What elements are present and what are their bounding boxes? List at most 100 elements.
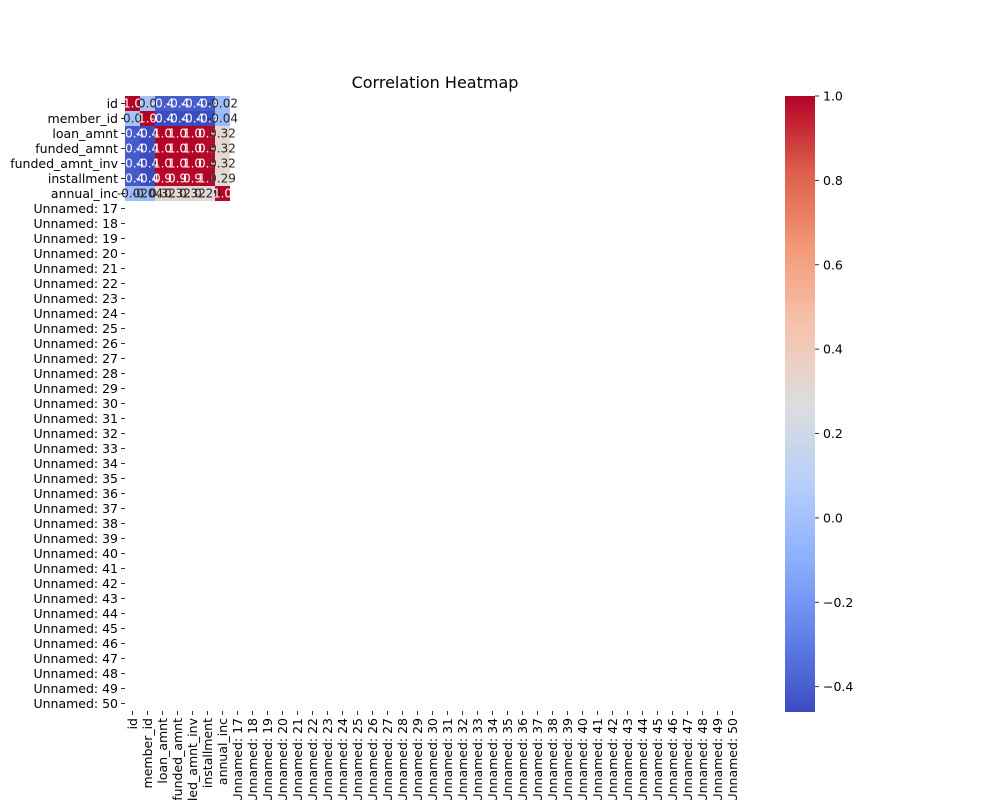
heatmap-cell xyxy=(185,141,200,156)
heatmap-cell xyxy=(200,186,215,201)
heatmap-cell-label: -0.4 xyxy=(166,112,189,126)
row-tick-label: Unnamed: 28 xyxy=(33,366,118,381)
heatmap-cell-label: 1.0 xyxy=(183,157,202,171)
column-tick-label: Unnamed: 48 xyxy=(695,718,710,800)
heatmap-cell xyxy=(215,156,230,171)
heatmap-cell-label: 1.0 xyxy=(168,142,187,156)
column-tick-labels: id member_id loan_amnt funded_amnt funded_am… xyxy=(125,711,740,800)
colorbar-tick-label: 0.6 xyxy=(823,257,843,272)
heatmap-cell xyxy=(215,96,230,111)
heatmap-cell xyxy=(215,111,230,126)
column-tick-label: Unnamed: 31 xyxy=(440,718,455,800)
heatmap-cell-label: 1.0 xyxy=(153,157,172,171)
column-tick-label: loan_amnt xyxy=(155,718,170,784)
heatmap-cell xyxy=(185,96,200,111)
heatmap-cell xyxy=(155,171,170,186)
heatmap-cell-label: -0.02 xyxy=(117,187,148,201)
column-tick-label: Unnamed: 44 xyxy=(635,718,650,800)
heatmap-cell-label: -0.4 xyxy=(121,157,144,171)
row-tick-label: Unnamed: 24 xyxy=(33,306,118,321)
heatmap-cell-label: 1.0 xyxy=(153,142,172,156)
column-tick-label: Unnamed: 25 xyxy=(350,718,365,800)
row-tick-label: Unnamed: 47 xyxy=(33,651,118,666)
heatmap-cell xyxy=(200,156,215,171)
heatmap-cell xyxy=(125,96,140,111)
column-tick-label: Unnamed: 45 xyxy=(650,718,665,800)
column-tick-label: Unnamed: 35 xyxy=(500,718,515,800)
row-tick-label: Unnamed: 27 xyxy=(33,351,118,366)
heatmap-cell-label: 0.9 xyxy=(168,172,187,186)
heatmap-cell xyxy=(215,141,230,156)
row-tick-label: Unnamed: 48 xyxy=(33,666,118,681)
heatmap-cell xyxy=(215,126,230,141)
column-tick-label: Unnamed: 22 xyxy=(305,718,320,800)
heatmap-cell xyxy=(155,126,170,141)
column-tick-label: Unnamed: 21 xyxy=(290,718,305,800)
heatmap-cell xyxy=(125,186,140,201)
row-tick-label: Unnamed: 41 xyxy=(33,561,118,576)
row-tick-label: Unnamed: 21 xyxy=(33,261,118,276)
heatmap-cell-label: 0.29 xyxy=(194,187,221,201)
column-tick-label: installment xyxy=(200,718,215,788)
heatmap-cell-label: -0.04 xyxy=(132,187,163,201)
heatmap-cell-label: -0.4 xyxy=(121,142,144,156)
heatmap-cell-label: 1.0 xyxy=(153,127,172,141)
heatmap-cell-label: -0.4 xyxy=(151,112,174,126)
colorbar-tick-label: 0.2 xyxy=(823,426,843,441)
heatmap-cell xyxy=(215,186,230,201)
heatmap-cell-label: 1.0 xyxy=(123,97,142,111)
row-tick-label: Unnamed: 37 xyxy=(33,501,118,516)
row-tick-label: Unnamed: 26 xyxy=(33,336,118,351)
heatmap-cell-label: 0.9 xyxy=(198,127,217,141)
row-tick-label: Unnamed: 49 xyxy=(33,681,118,696)
row-tick-label: Unnamed: 32 xyxy=(33,426,118,441)
row-tick-label: Unnamed: 38 xyxy=(33,516,118,531)
heatmap-cell-label: -0.4 xyxy=(196,97,219,111)
column-tick-label: Unnamed: 29 xyxy=(410,718,425,800)
heatmap-cells xyxy=(125,96,230,201)
heatmap-cell-label: 0.9 xyxy=(198,157,217,171)
heatmap-cell-label: 0.32 xyxy=(209,127,236,141)
heatmap-cell-label: -0.4 xyxy=(136,157,159,171)
heatmap-cell xyxy=(170,156,185,171)
heatmap-cell-labels: 1.00.0-0.4-0.4-0.4-0.4-0.020.01.0-0.4-0.… xyxy=(117,97,238,201)
heatmap-cell-label: -0.02 xyxy=(207,97,238,111)
row-tick-label: Unnamed: 44 xyxy=(33,606,118,621)
row-tick-label: Unnamed: 19 xyxy=(33,231,118,246)
row-tick-label: funded_amnt_inv xyxy=(10,156,118,171)
heatmap-cell-label: -0.4 xyxy=(121,127,144,141)
row-tick-label: loan_amnt xyxy=(52,126,118,141)
heatmap-cell xyxy=(185,111,200,126)
column-tick-label: id xyxy=(125,718,140,729)
row-tick-label: Unnamed: 40 xyxy=(33,546,118,561)
column-tick-label: Unnamed: 30 xyxy=(425,718,440,800)
column-tick-label: Unnamed: 34 xyxy=(485,718,500,800)
heatmap-cell-label: 1.0 xyxy=(213,187,232,201)
column-tick-label: Unnamed: 27 xyxy=(380,718,395,800)
heatmap-cell xyxy=(200,111,215,126)
colorbar-tick-label: 1.0 xyxy=(823,89,843,104)
heatmap-cell xyxy=(185,171,200,186)
heatmap-cell-label: 0.32 xyxy=(209,142,236,156)
heatmap-cell-label: 1.0 xyxy=(183,127,202,141)
row-tick-label: annual_inc xyxy=(51,186,118,201)
row-tick-label: id xyxy=(107,96,118,111)
column-tick-label: Unnamed: 49 xyxy=(710,718,725,800)
heatmap-cell xyxy=(185,186,200,201)
heatmap-cell xyxy=(170,96,185,111)
heatmap-cell-label: 0.0 xyxy=(123,112,142,126)
heatmap-cell-label: 1.0 xyxy=(198,172,217,186)
heatmap-cell xyxy=(140,156,155,171)
row-tick-label: Unnamed: 50 xyxy=(33,696,118,711)
heatmap-cell-label: 0.32 xyxy=(164,187,191,201)
column-tick-label: Unnamed: 17 xyxy=(230,718,245,800)
heatmap-cell-label: -0.4 xyxy=(136,127,159,141)
column-tick-label: Unnamed: 20 xyxy=(275,718,290,800)
column-tick-label: Unnamed: 37 xyxy=(530,718,545,800)
heatmap-cell-label: -0.4 xyxy=(181,97,204,111)
heatmap-cell-label: 0.29 xyxy=(209,172,236,186)
column-tick-label: member_id xyxy=(140,718,155,788)
heatmap-cell-label: -0.4 xyxy=(196,112,219,126)
